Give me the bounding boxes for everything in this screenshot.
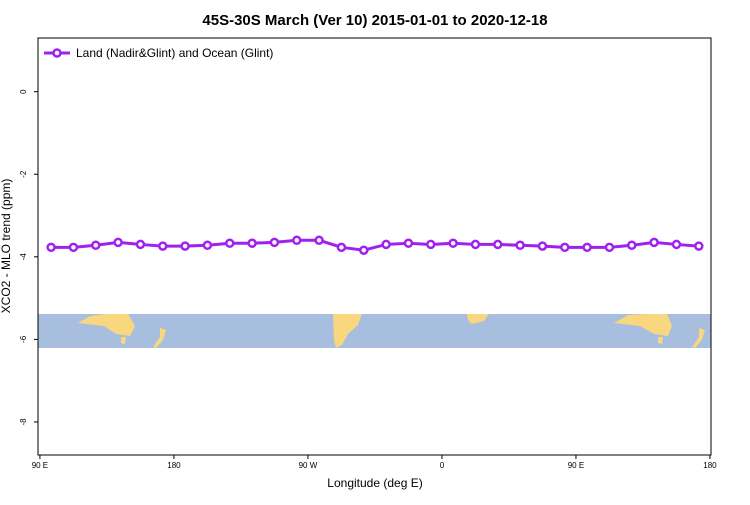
data-point	[537, 241, 548, 251]
x-tick-label: 90 E	[568, 461, 584, 470]
data-point	[694, 241, 704, 251]
data-point	[202, 240, 213, 251]
plot-frame	[37, 37, 712, 456]
data-point	[292, 235, 302, 246]
data-point	[269, 237, 280, 248]
data-point	[158, 241, 168, 251]
x-tick-label: 180	[703, 461, 717, 470]
data-point	[403, 238, 414, 248]
data-point	[604, 242, 615, 253]
data-point	[649, 237, 659, 248]
data-point	[135, 239, 146, 250]
series-line	[51, 238, 699, 252]
y-tick-label: -4	[19, 253, 28, 261]
data-point	[627, 240, 637, 251]
data-point	[113, 237, 123, 248]
chart-title: 45S-30S March (Ver 10) 2015-01-01 to 202…	[202, 12, 547, 29]
map-strip	[38, 314, 711, 348]
data-point	[359, 245, 369, 255]
y-tick-label: -2	[19, 170, 28, 178]
data-point	[336, 242, 347, 253]
data-point	[515, 240, 525, 251]
x-tick-label: 180	[167, 461, 181, 470]
data-point	[314, 235, 324, 246]
data-point	[91, 240, 101, 251]
data-point	[381, 239, 391, 250]
x-axis-title: Longitude (deg E)	[327, 476, 422, 490]
y-axis-title: XCO2 - MLO trend (ppm)	[0, 179, 13, 314]
y-tick-label: -6	[19, 335, 28, 343]
x-tick-label: 90 E	[32, 461, 48, 470]
x-tick-label: 90 W	[299, 461, 318, 470]
data-point	[46, 242, 56, 253]
x-tick-label: 0	[440, 461, 445, 470]
data-point	[180, 241, 190, 251]
data-point	[493, 239, 503, 250]
data-point	[671, 239, 682, 250]
data-point	[582, 242, 592, 253]
data-point	[426, 239, 436, 250]
y-tick-label: -8	[19, 418, 28, 426]
data-point	[560, 242, 570, 253]
y-tick-label: 0	[19, 89, 28, 94]
data-point	[68, 242, 79, 253]
legend-marker	[52, 48, 62, 58]
data-point	[225, 238, 235, 248]
legend-label: Land (Nadir&Glint) and Ocean (Glint)	[76, 46, 273, 60]
data-point	[470, 239, 481, 250]
data-point	[448, 238, 458, 248]
data-point	[247, 238, 257, 248]
